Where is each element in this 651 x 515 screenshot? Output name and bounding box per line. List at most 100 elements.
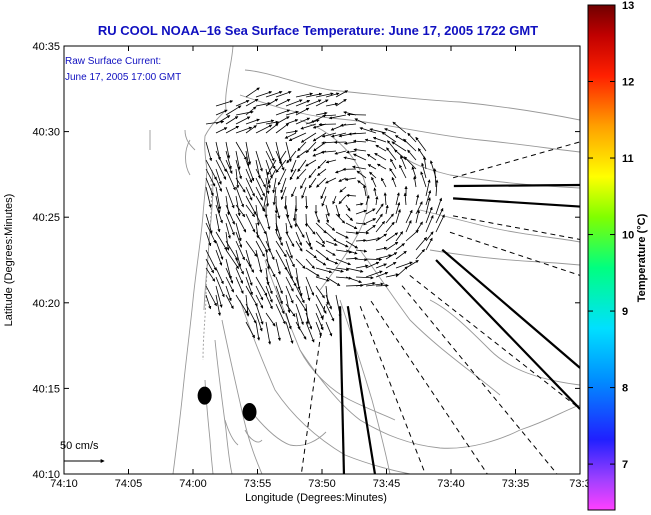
current-vector (338, 195, 347, 205)
current-vector (385, 213, 394, 224)
current-vector (235, 150, 241, 170)
x-tick-label: 73:55 (244, 478, 272, 490)
current-vector (415, 194, 420, 206)
current-vector (375, 271, 389, 278)
current-vector (362, 184, 367, 197)
current-vector (265, 120, 279, 125)
current-vector (245, 150, 250, 167)
current-vector (385, 232, 399, 242)
map-plot-area (64, 46, 580, 474)
current-vector (351, 165, 367, 170)
current-vector (328, 114, 347, 120)
current-vector (334, 150, 347, 155)
current-vector (215, 249, 223, 266)
radial-line-dashed (452, 215, 580, 240)
current-vector (245, 204, 255, 218)
current-vector (300, 177, 307, 189)
current-vector (305, 240, 313, 250)
current-vector (215, 213, 221, 233)
current-vector (265, 213, 271, 230)
current-vector (289, 168, 297, 181)
current-vector (365, 194, 370, 206)
current-vector (295, 258, 306, 269)
current-vector (375, 263, 387, 269)
current-vector (296, 168, 307, 180)
current-vector (235, 204, 246, 218)
current-vector (245, 240, 258, 257)
current-vector (355, 202, 364, 206)
current-vector (315, 213, 320, 224)
current-vector (413, 175, 417, 188)
current-vector (235, 195, 241, 217)
radial-line-solid (441, 248, 580, 369)
current-vector (315, 267, 333, 274)
x-tick-label: 73:35 (502, 478, 530, 490)
current-vector (205, 258, 214, 274)
current-vector (255, 150, 263, 172)
current-vector (265, 312, 276, 327)
current-vector (403, 192, 407, 206)
current-vector (255, 303, 264, 325)
current-vector (295, 117, 311, 125)
scale-vector: 50 cm/s (60, 440, 105, 463)
current-vector (278, 150, 287, 162)
y-tick-label: 40:25 (32, 212, 60, 224)
current-vector (405, 260, 419, 269)
current-vector (255, 124, 273, 134)
current-vector (365, 270, 383, 278)
current-vector (285, 213, 293, 229)
current-vector (354, 118, 367, 125)
current-vector (433, 168, 437, 188)
current-vector (205, 213, 213, 234)
current-vector (205, 294, 212, 310)
current-vector (245, 276, 253, 296)
current-vector (365, 224, 376, 233)
current-vector (255, 91, 273, 98)
current-vector (235, 100, 250, 107)
current-vector (325, 159, 337, 164)
current-vector (235, 126, 253, 134)
current-vector (435, 179, 439, 197)
current-vector (355, 231, 370, 235)
current-vector (245, 168, 253, 184)
current-vector (245, 186, 253, 201)
current-vector (295, 285, 305, 304)
current-vector (262, 195, 267, 212)
radial-line-solid (452, 197, 580, 208)
current-vector (315, 303, 324, 320)
current-vector (255, 168, 266, 188)
current-vector (381, 177, 387, 188)
current-vector (435, 197, 443, 215)
current-vector (312, 132, 327, 142)
annotation-line-1: Raw Surface Current: (65, 56, 161, 67)
current-vector (245, 195, 257, 215)
chart-title: RU COOL NOAA–16 Sea Surface Temperature:… (98, 23, 538, 38)
current-vector (346, 193, 357, 198)
coastline-contours (149, 46, 580, 474)
current-vector (405, 209, 413, 224)
current-vector (355, 238, 367, 243)
current-vector (265, 150, 276, 170)
current-vector (235, 231, 243, 248)
current-vector (345, 267, 364, 273)
current-vector (325, 240, 338, 246)
current-vector (371, 176, 377, 188)
current-vector (225, 141, 231, 159)
y-tick-label: 40:20 (32, 298, 60, 310)
current-vector (317, 168, 327, 176)
current-vector (205, 141, 213, 162)
current-vector (225, 258, 232, 280)
current-vector (365, 282, 384, 287)
current-vector (395, 208, 401, 224)
current-vector (321, 114, 337, 118)
current-vector (295, 231, 302, 246)
station-markers (197, 386, 257, 422)
current-vector (345, 213, 353, 221)
current-vector (275, 109, 291, 116)
colorbar-tick-label: 10 (622, 230, 634, 242)
current-vector (205, 249, 217, 271)
current-vector (225, 240, 238, 261)
colorbar-gradient (587, 4, 616, 511)
colorbar: 13 12 11 10 9 8 7 Temperature (°C) (587, 0, 648, 511)
current-vector (215, 177, 222, 192)
